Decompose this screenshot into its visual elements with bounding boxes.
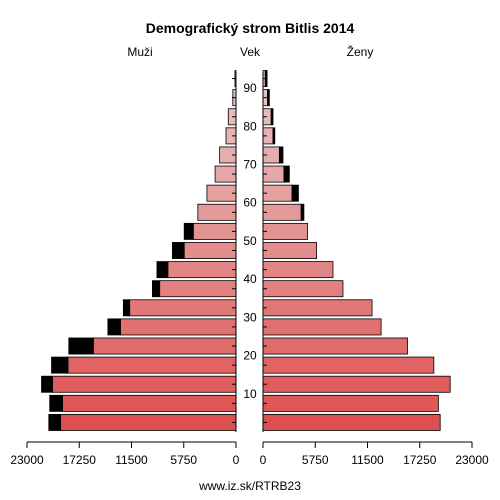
male-label: Muži [127, 45, 152, 59]
male-bar-20-24 [92, 337, 237, 355]
male-bar-10-14 [52, 375, 237, 393]
age-ticks: 10 20 30 40 50 60 70 80 90 [232, 78, 267, 423]
male-x-ticks: 23000 17250 11500 5750 0 [10, 442, 240, 467]
female-bar-5-9 [262, 394, 439, 412]
male-excess-10-14 [41, 375, 53, 393]
male-bar-5-9 [62, 394, 237, 412]
female-x-tick-label: 23000 [455, 453, 489, 467]
female-bars [262, 70, 451, 431]
female-excess-55-59 [300, 203, 305, 221]
female-bar-55-59 [262, 203, 302, 221]
male-excess-0-4 [48, 413, 62, 431]
female-x-tick-label: 17250 [403, 453, 437, 467]
female-excess-60-64 [291, 184, 299, 202]
female-x-tick-label: 0 [260, 453, 267, 467]
male-excess-30-34 [122, 299, 131, 317]
female-x-tick-label: 11500 [351, 453, 384, 467]
male-x-tick-label: 5750 [170, 453, 197, 467]
age-tick-label: 10 [243, 387, 257, 401]
female-bar-20-24 [262, 337, 408, 355]
male-excess-35-39 [151, 280, 161, 298]
male-bar-40-44 [167, 261, 237, 279]
male-bar-35-39 [159, 280, 237, 298]
female-bar-60-64 [262, 184, 293, 202]
female-excess-80-84 [270, 108, 274, 126]
female-excess-75-79 [272, 127, 276, 145]
female-label: Ženy [347, 44, 374, 59]
male-x-tick-label: 23000 [10, 453, 44, 467]
chart-title: Demografický strom Bitlis 2014 [146, 20, 355, 36]
male-x-tick-label: 0 [233, 453, 240, 467]
female-excess-85-89 [267, 89, 270, 107]
age-tick-label: 90 [243, 81, 257, 95]
male-excess-20-24 [68, 337, 94, 355]
male-x-tick-label: 11500 [115, 453, 148, 467]
male-bar-15-19 [67, 356, 237, 374]
male-bar-45-49 [183, 242, 237, 259]
footer-url: www.iz.sk/RTRB23 [198, 479, 301, 493]
male-excess-40-44 [156, 261, 169, 279]
female-excess-70-74 [278, 146, 284, 164]
female-bar-50-54 [262, 222, 308, 240]
female-bar-0-4 [262, 413, 441, 431]
age-label: Vek [240, 45, 261, 59]
male-bar-60-64 [206, 184, 237, 202]
male-bars [41, 70, 237, 431]
male-bar-30-34 [129, 299, 237, 317]
age-tick-label: 80 [243, 119, 257, 133]
male-bar-55-59 [197, 203, 237, 221]
age-tick-label: 70 [243, 158, 257, 172]
male-bar-50-54 [192, 222, 237, 240]
female-x-ticks: 0 5750 11500 17250 23000 [260, 442, 489, 467]
age-tick-label: 40 [243, 272, 257, 286]
age-tick-label: 60 [243, 196, 257, 210]
female-bar-30-34 [262, 299, 373, 317]
female-excess-65-69 [283, 165, 290, 183]
male-bar-25-29 [120, 318, 237, 336]
male-excess-25-29 [107, 318, 121, 336]
age-tick-label: 30 [243, 310, 257, 324]
age-tick-label: 20 [243, 349, 257, 363]
female-bar-25-29 [262, 318, 382, 336]
female-bar-40-44 [262, 261, 334, 279]
age-tick-label: 50 [243, 234, 257, 248]
female-x-tick-label: 5750 [302, 453, 329, 467]
male-excess-45-49 [171, 242, 185, 259]
male-x-tick-label: 17250 [63, 453, 97, 467]
male-bar-0-4 [60, 413, 237, 431]
female-bar-10-14 [262, 375, 451, 393]
female-bar-45-49 [262, 242, 318, 259]
female-bar-35-39 [262, 280, 344, 298]
male-excess-5-9 [49, 394, 63, 412]
male-excess-50-54 [183, 222, 194, 240]
female-bar-15-19 [262, 356, 435, 374]
male-excess-15-19 [51, 356, 69, 374]
